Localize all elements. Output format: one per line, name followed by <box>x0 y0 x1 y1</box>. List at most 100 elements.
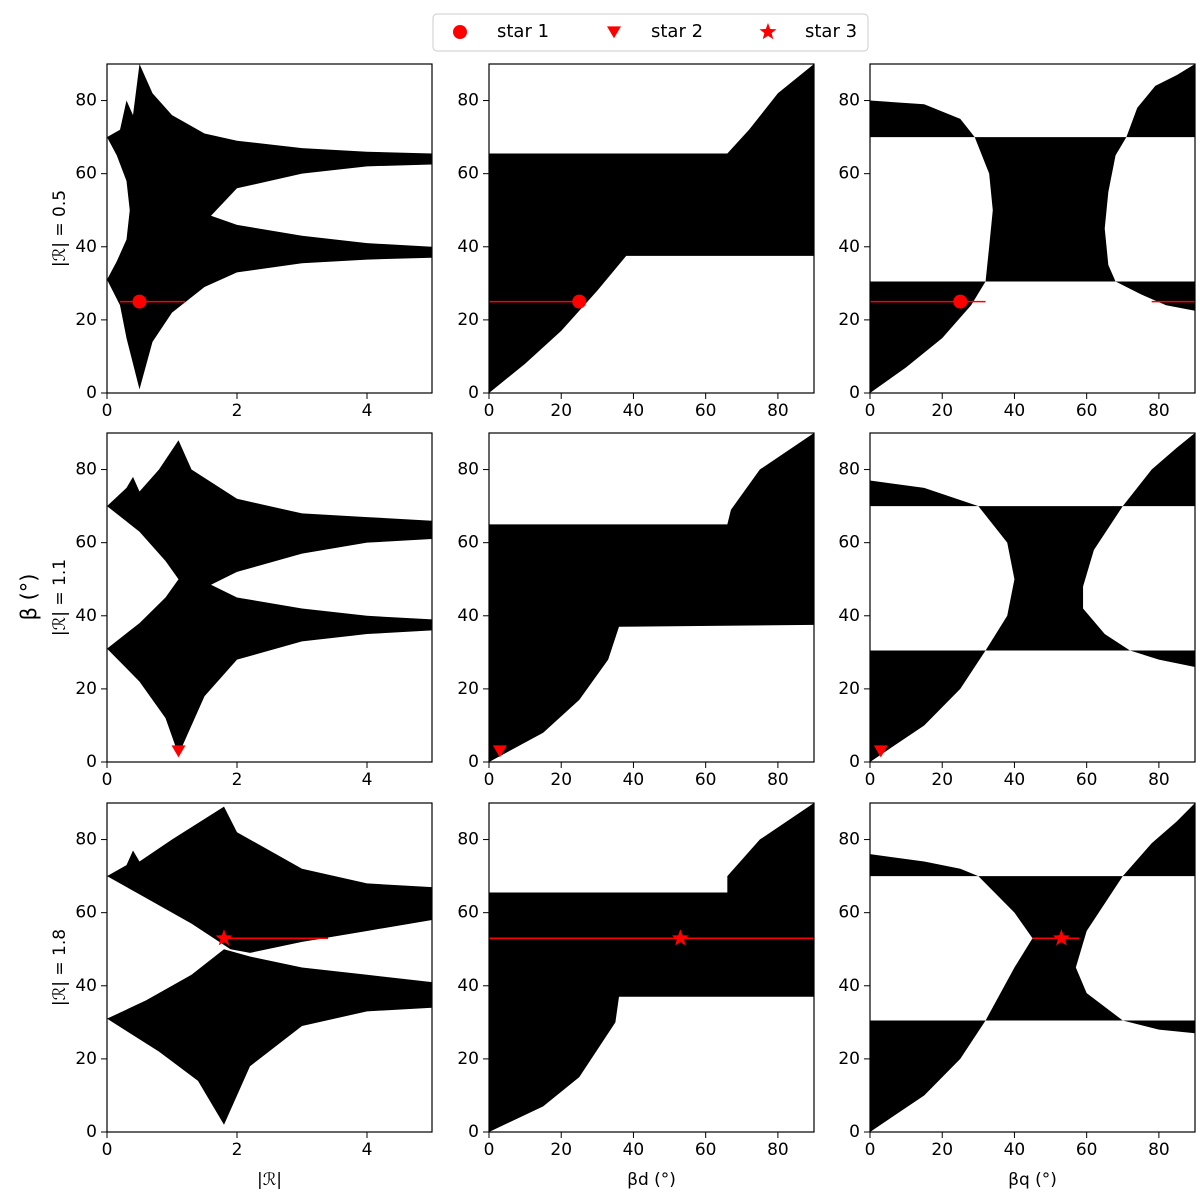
marker <box>492 745 507 758</box>
region <box>1122 433 1195 507</box>
y-tick-label: 60 <box>75 533 97 553</box>
legend-box <box>432 13 869 52</box>
x-tick-label: 60 <box>1076 401 1098 421</box>
x-tick-label: 4 <box>362 770 373 790</box>
region <box>870 650 986 762</box>
x-axis-label: βq (°) <box>1008 1170 1057 1190</box>
x-tick-label: 80 <box>1148 1140 1170 1160</box>
y-tick-label: 80 <box>75 830 97 850</box>
legend-marker <box>453 25 467 39</box>
x-tick-label: 80 <box>767 401 789 421</box>
panel <box>489 803 814 1132</box>
x-tick-label: 60 <box>695 401 717 421</box>
panel <box>870 64 1195 393</box>
x-tick-label: 0 <box>865 770 876 790</box>
y-tick-label: 0 <box>468 383 479 403</box>
panel <box>870 433 1195 762</box>
marker <box>1052 929 1070 946</box>
region <box>870 281 986 393</box>
x-tick-label: 20 <box>550 401 572 421</box>
x-tick-label: 0 <box>102 401 113 421</box>
x-tick-label: 60 <box>695 1140 717 1160</box>
y-tick-label: 80 <box>75 460 97 480</box>
region <box>1122 1020 1195 1034</box>
marker <box>953 294 968 309</box>
x-tick-label: 60 <box>1076 1140 1098 1160</box>
y-tick-label: 80 <box>457 91 479 111</box>
x-tick-label: 40 <box>623 401 645 421</box>
axes-frame <box>869 63 1196 394</box>
x-tick-label: 2 <box>232 1140 243 1160</box>
legend-label: star 3 <box>805 21 857 42</box>
y-tick-label: 60 <box>838 903 860 923</box>
y-tick-label: 20 <box>457 1049 479 1069</box>
region <box>107 440 432 755</box>
x-tick-label: 2 <box>232 770 243 790</box>
x-tick-label: 20 <box>550 770 572 790</box>
region <box>489 64 814 393</box>
x-tick-label: 40 <box>1004 401 1026 421</box>
axes-frame <box>106 432 433 763</box>
x-tick-label: 0 <box>865 401 876 421</box>
region <box>974 137 1127 282</box>
x-tick-label: 0 <box>484 770 495 790</box>
x-tick-label: 40 <box>623 770 645 790</box>
shared-y-label: β (°) <box>17 574 41 621</box>
y-tick-label: 80 <box>838 91 860 111</box>
axes-frame <box>488 432 815 763</box>
y-tick-label: 20 <box>75 679 97 699</box>
y-tick-label: 20 <box>75 1049 97 1069</box>
y-tick-label: 60 <box>457 164 479 184</box>
y-tick-label: 40 <box>75 237 97 257</box>
y-tick-label: 40 <box>75 976 97 996</box>
y-tick-label: 0 <box>849 1122 860 1142</box>
y-tick-label: 80 <box>457 830 479 850</box>
x-tick-label: 60 <box>695 770 717 790</box>
panel <box>870 803 1195 1132</box>
y-tick-label: 20 <box>75 310 97 330</box>
axes-frame <box>869 432 1196 763</box>
region <box>107 949 432 1125</box>
region <box>489 803 814 1132</box>
y-tick-label: 40 <box>457 237 479 257</box>
y-tick-label: 40 <box>838 976 860 996</box>
x-tick-label: 40 <box>1004 1140 1026 1160</box>
x-tick-label: 4 <box>362 401 373 421</box>
region <box>870 854 979 877</box>
x-tick-label: 80 <box>1148 770 1170 790</box>
y-tick-label: 0 <box>468 1122 479 1142</box>
region <box>489 433 814 762</box>
legend-marker <box>607 26 621 39</box>
x-tick-label: 20 <box>550 1140 572 1160</box>
x-tick-label: 0 <box>102 1140 113 1160</box>
x-tick-label: 0 <box>484 401 495 421</box>
x-tick-label: 80 <box>767 770 789 790</box>
y-tick-label: 0 <box>86 1122 97 1142</box>
y-tick-label: 0 <box>849 752 860 772</box>
x-tick-label: 20 <box>931 401 953 421</box>
y-tick-label: 60 <box>75 903 97 923</box>
y-tick-label: 60 <box>838 533 860 553</box>
marker <box>671 929 689 946</box>
x-tick-label: 2 <box>232 401 243 421</box>
panel <box>107 440 432 755</box>
marker <box>215 929 233 946</box>
axes-frame <box>106 63 433 394</box>
legend-marker <box>759 23 777 40</box>
panel <box>489 433 814 762</box>
x-tick-label: 80 <box>767 1140 789 1160</box>
region <box>870 100 975 138</box>
x-tick-label: 40 <box>1004 770 1026 790</box>
region <box>1122 803 1195 877</box>
panel <box>107 806 432 1125</box>
x-tick-label: 0 <box>865 1140 876 1160</box>
region <box>870 480 979 507</box>
y-tick-label: 40 <box>457 606 479 626</box>
region <box>1126 64 1195 138</box>
y-tick-label: 0 <box>849 383 860 403</box>
y-tick-label: 60 <box>457 533 479 553</box>
y-axis-label: |ℛ| = 1.8 <box>50 929 70 1006</box>
y-tick-label: 20 <box>838 310 860 330</box>
region <box>1115 281 1195 311</box>
